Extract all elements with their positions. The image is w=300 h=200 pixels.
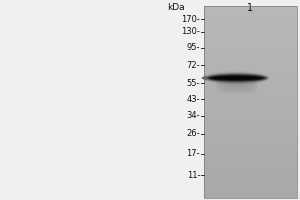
Bar [204, 174, 297, 179]
Bar [204, 179, 297, 184]
Text: 1: 1 [248, 3, 254, 13]
Bar [204, 59, 297, 64]
Text: 17-: 17- [187, 150, 200, 158]
Bar [204, 20, 297, 25]
Text: 55-: 55- [187, 78, 200, 88]
Text: 26-: 26- [187, 130, 200, 138]
Bar [204, 150, 297, 155]
Bar [204, 188, 297, 193]
Bar [204, 68, 297, 73]
Bar [204, 140, 297, 145]
Bar [204, 112, 297, 116]
Bar [204, 126, 297, 131]
Bar [204, 92, 297, 97]
Bar [204, 6, 297, 198]
Bar [204, 35, 297, 40]
Text: 95-: 95- [187, 44, 200, 52]
Bar [204, 145, 297, 150]
Bar [204, 11, 297, 16]
Ellipse shape [216, 81, 257, 85]
Bar [204, 83, 297, 88]
Bar [204, 102, 297, 107]
Text: 170-: 170- [181, 15, 200, 23]
Bar [204, 88, 297, 92]
Bar [204, 160, 297, 164]
Ellipse shape [205, 73, 268, 83]
Bar [204, 169, 297, 174]
Bar [204, 184, 297, 188]
Text: kDa: kDa [167, 3, 184, 12]
Bar [204, 164, 297, 169]
Text: 43-: 43- [187, 95, 200, 104]
Ellipse shape [204, 72, 269, 84]
Bar [204, 25, 297, 30]
Bar [204, 40, 297, 44]
Bar [204, 54, 297, 59]
Ellipse shape [216, 77, 257, 79]
Bar [204, 16, 297, 20]
Ellipse shape [206, 74, 267, 82]
Bar [204, 131, 297, 136]
Text: 130-: 130- [181, 27, 200, 36]
Bar [204, 107, 297, 112]
Text: 72-: 72- [187, 60, 200, 70]
Ellipse shape [216, 86, 257, 90]
Bar [204, 193, 297, 198]
Ellipse shape [211, 76, 262, 80]
Bar [204, 116, 297, 121]
Bar [204, 73, 297, 78]
Ellipse shape [216, 88, 257, 92]
Bar [204, 30, 297, 35]
Bar [204, 64, 297, 68]
Bar [204, 6, 297, 11]
Bar [204, 44, 297, 49]
Text: 11-: 11- [187, 170, 200, 180]
Ellipse shape [203, 71, 270, 86]
Ellipse shape [209, 75, 265, 81]
Bar [204, 97, 297, 102]
Bar [204, 121, 297, 126]
Ellipse shape [216, 84, 257, 87]
Bar [204, 49, 297, 54]
Bar [204, 136, 297, 140]
Bar [204, 155, 297, 160]
Text: 34-: 34- [187, 111, 200, 120]
Bar [204, 78, 297, 83]
